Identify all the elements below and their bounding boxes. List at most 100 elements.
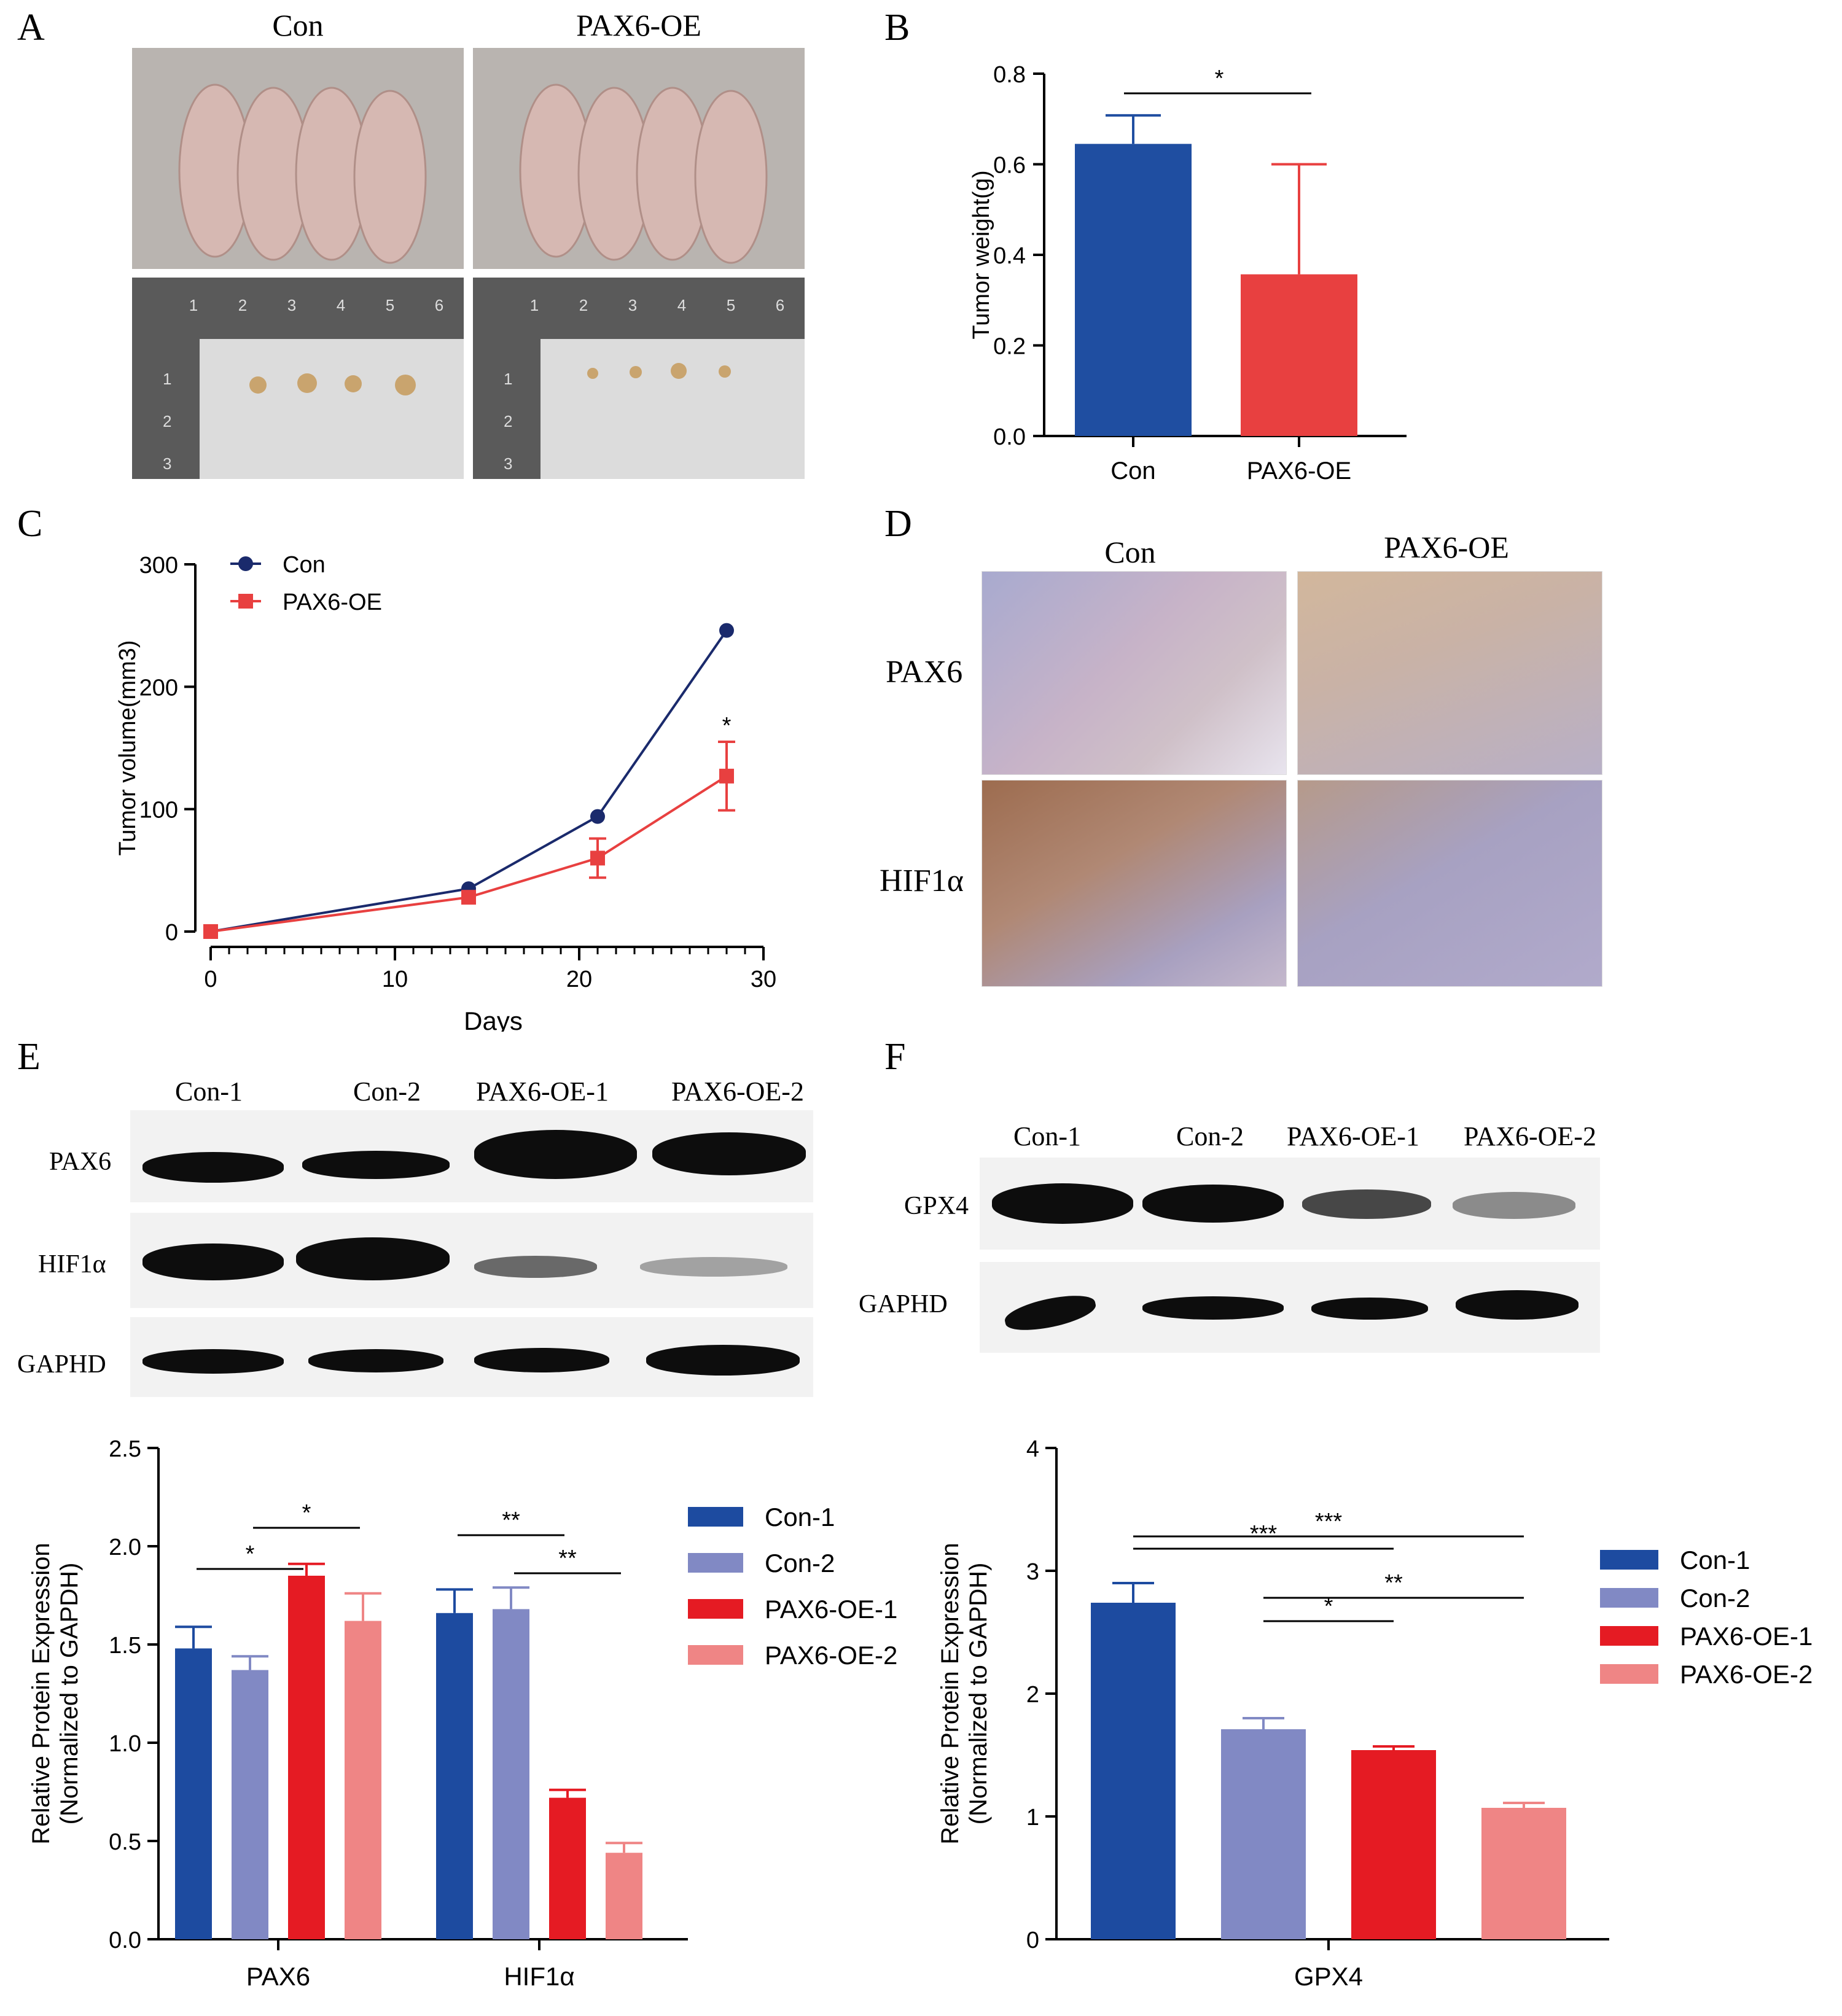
legend-label: PAX6-OE-2 [1680,1660,1813,1689]
tumor-illustration-pax6-oe [473,278,805,479]
bar [232,1670,268,1939]
blot-band [646,1345,800,1376]
y-tick-label: 1 [1026,1805,1039,1831]
ruler-mark: 1 [529,296,539,314]
panel-letter-f: F [884,1036,906,1078]
blot-e-hif1a-strip [130,1213,813,1308]
legend-swatch [1600,1550,1658,1570]
bar [1241,274,1357,436]
y-axis-label: Tumor weight(g) [969,170,994,339]
blot-band [474,1348,609,1372]
mice-illustration-con [132,48,464,269]
photo-header-pax6-oe: PAX6-OE [576,8,701,42]
significance-label: *** [1315,1509,1343,1535]
ruler-mark: 6 [775,296,785,314]
tumor-photo-pax6-oe: 1 2 3 4 5 6 1 2 3 [473,278,805,479]
ihc-row-label-pax6: PAX6 [886,655,963,690]
blot-band [1456,1290,1579,1320]
y-tick-label: 0.0 [109,1928,141,1953]
blot-band [652,1132,806,1175]
legend-swatch [1600,1626,1658,1646]
photo-header-con: Con [272,8,324,42]
y-tick-label: 0.4 [993,243,1026,269]
legend-swatch [1600,1588,1658,1608]
legend-label: Con-1 [1680,1546,1750,1574]
data-point [719,768,734,784]
blot-e-row-pax6: PAX6 [49,1148,112,1176]
y-tick-label: 0 [165,920,178,946]
legend-label: PAX6-OE-1 [765,1595,897,1624]
y-axis-label-line: Relative Protein Expression [937,1543,964,1844]
blot-e-row-hif1a: HIF1α [38,1250,106,1278]
mice-photo-con [132,48,464,269]
ruler-mark: 5 [726,296,736,314]
blot-band [142,1152,284,1183]
bar [175,1648,212,1939]
significance-label: * [1324,1594,1333,1619]
legend-swatch [688,1553,743,1573]
ruler-mark: 3 [287,296,297,314]
y-tick-label: 0 [1026,1928,1039,1953]
significance-label: * [246,1541,255,1567]
blot-band [302,1151,450,1179]
y-tick-label: 100 [139,798,178,823]
legend-marker [238,594,253,609]
blot-e-row-gaphd: GAPHD [17,1350,106,1379]
ihc-image-hif1a-oe [1297,780,1602,987]
ruler-mark: 4 [336,296,346,314]
ruler-mark: 3 [628,296,638,314]
blot-f-row-gaphd: GAPHD [859,1290,948,1318]
blot-f-lane-con-1: Con-1 [1013,1121,1081,1151]
ihc-row-label-hif1a: HIF1α [880,863,964,898]
ruler-mark: 2 [504,412,513,430]
blot-e-lane-con-2: Con-2 [353,1076,421,1107]
y-tick-label: 0.2 [993,334,1026,360]
ihc-image-pax6-con [981,571,1287,775]
chart-b-tumor-weight: 0.0 0.2 0.4 0.6 0.8 Con PAX6-OE * Tumor weight(g… [969,62,1407,485]
ihc-header-pax6-oe: PAX6-OE [1384,530,1509,564]
blot-f-lane-oe-1: PAX6-OE-1 [1287,1121,1419,1151]
bar [1091,1603,1176,1939]
x-tick-label: 30 [751,967,776,992]
tumor-illustration-con [132,278,464,479]
blot-band [308,1349,443,1372]
blot-f-lane-oe-2: PAX6-OE-2 [1464,1121,1596,1151]
blot-f-row-gpx4: GPX4 [904,1192,969,1220]
y-tick-label: 0.5 [109,1829,141,1855]
ruler-mark: 4 [677,296,687,314]
blot-band [1311,1298,1428,1320]
mice-illustration-pax6-oe [473,48,805,269]
y-tick-label: 300 [139,553,178,578]
significance-label: * [722,713,732,739]
legend-label: PAX6-OE-1 [1680,1622,1813,1651]
y-tick-label: 0.6 [993,153,1026,179]
ihc-image-hif1a-con [981,780,1287,987]
ruler-mark: 2 [163,412,172,430]
y-tick-label: 200 [139,675,178,701]
x-tick-label: 10 [382,967,408,992]
bar [436,1613,473,1939]
data-point [461,890,476,905]
ruler-mark: 3 [504,454,513,473]
legend-swatch [688,1645,743,1665]
blot-band [474,1256,597,1278]
bar [1075,144,1192,436]
y-axis-label-line: (Normalized to GAPDH) [56,1563,83,1825]
data-point [719,623,734,638]
ruler-mark: 1 [504,370,513,388]
data-point [590,809,605,824]
legend-label: Con-1 [765,1503,835,1531]
y-tick-label: 0.8 [993,62,1026,88]
blot-band [640,1257,787,1277]
series-line [210,775,728,933]
panel-letter-c: C [17,503,43,545]
blot-e-lane-oe-1: PAX6-OE-1 [476,1076,609,1107]
data-point [590,850,605,866]
blot-band [1142,1185,1284,1223]
x-axis-label: Days [464,1006,523,1032]
bar [288,1576,325,1939]
blot-band [142,1243,284,1280]
x-tick-label: HIF1α [504,1962,574,1991]
